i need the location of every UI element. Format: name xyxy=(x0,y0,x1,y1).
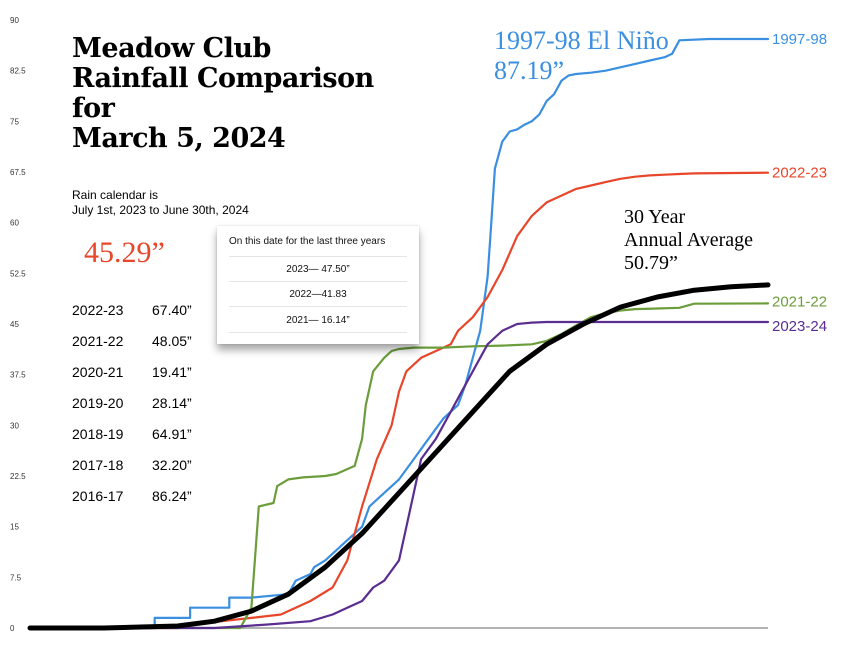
title-line: March 5, 2024 xyxy=(72,123,286,154)
callout-divider xyxy=(229,281,407,282)
y-tick-label: 67.5 xyxy=(10,168,26,177)
season-year: 2022-23 xyxy=(72,302,124,318)
season-year: 2018-19 xyxy=(72,426,124,442)
series-end-label: 2022-23 xyxy=(772,165,827,182)
season-amount: 48.05” xyxy=(152,333,192,349)
season-amount: 86.24” xyxy=(152,488,192,504)
callout-line: 2021— 16.14” xyxy=(286,315,350,326)
series-line xyxy=(28,171,770,630)
callout-heading: On this date for the last three years xyxy=(229,236,386,247)
average-annotation: 30 Year Annual Average 50.79” xyxy=(624,206,753,275)
subtitle-line: July 1st, 2023 to June 30th, 2024 xyxy=(72,203,249,217)
title-line: for xyxy=(72,93,115,124)
season-row: 2022-23 67.40” xyxy=(72,302,212,333)
season-amount: 19.41” xyxy=(152,364,192,380)
season-row: 2019-20 28.14” xyxy=(72,395,212,426)
callout-divider xyxy=(229,256,407,257)
season-year: 2019-20 xyxy=(72,395,124,411)
y-tick-label: 90 xyxy=(10,16,19,25)
callout-line: 2022—41.83 xyxy=(289,289,347,300)
y-axis-ticks: 0 7.5 15 22.5 30 37.5 45 52.5 60 67.5 75 82.5 90 xyxy=(10,16,26,633)
annotation-line: 50.79” xyxy=(624,252,678,274)
season-amount: 67.40” xyxy=(152,302,192,318)
series-end-label: 1997-98 xyxy=(772,31,827,48)
y-tick-label: 60 xyxy=(10,219,19,228)
series-line xyxy=(27,282,771,631)
season-totals-list: 2022-23 67.40” 2021-22 48.05” 2020-21 19.41… xyxy=(72,302,212,519)
y-tick-label: 15 xyxy=(10,523,19,532)
season-year: 2017-18 xyxy=(72,457,124,473)
annotation-line: 1997-98 El Niño xyxy=(494,26,669,55)
season-amount: 32.20” xyxy=(152,457,192,473)
title-line: Meadow Club xyxy=(72,33,271,64)
y-tick-label: 0 xyxy=(10,624,15,633)
chart-subtitle: Rain calendar is July 1st, 2023 to June … xyxy=(72,188,249,218)
season-year: 2020-21 xyxy=(72,364,124,380)
annotation-line: Annual Average xyxy=(624,229,754,251)
annotation-line: 30 Year xyxy=(624,206,686,228)
season-row: 2017-18 32.20” xyxy=(72,457,212,488)
subtitle-line: Rain calendar is xyxy=(72,188,159,202)
y-tick-label: 30 xyxy=(10,421,19,430)
series-end-label: 2023-24 xyxy=(772,318,827,335)
series-lines xyxy=(27,37,771,631)
season-amount: 28.14” xyxy=(152,395,192,411)
y-tick-label: 22.5 xyxy=(10,472,26,481)
callout-divider xyxy=(229,306,407,307)
annotation-line: 87.19” xyxy=(494,56,565,85)
series-labels: 1997-98 2022-23 2021-22 2023-24 xyxy=(772,31,827,335)
season-amount: 64.91” xyxy=(152,426,192,442)
y-tick-label: 82.5 xyxy=(10,67,26,76)
season-year: 2016-17 xyxy=(72,488,124,504)
season-row: 2020-21 19.41” xyxy=(72,364,212,395)
title-line: Rainfall Comparison xyxy=(72,63,374,94)
last-three-years-callout: On this date for the last three years 20… xyxy=(217,226,419,344)
el-nino-annotation: 1997-98 El Niño 87.19” xyxy=(494,26,669,86)
y-tick-label: 37.5 xyxy=(10,371,26,380)
chart-title: Meadow Club Rainfall Comparison for Marc… xyxy=(72,34,412,154)
callout-divider xyxy=(229,332,407,333)
current-season-total: 45.29” xyxy=(84,236,165,269)
series-line xyxy=(28,37,770,630)
callout-line: 2023— 47.50” xyxy=(286,264,350,275)
season-row: 2016-17 86.24” xyxy=(72,488,212,519)
y-tick-label: 45 xyxy=(10,320,19,329)
y-tick-label: 52.5 xyxy=(10,269,26,278)
season-row: 2018-19 64.91” xyxy=(72,426,212,457)
series-end-label: 2021-22 xyxy=(772,293,827,310)
season-year: 2021-22 xyxy=(72,333,124,349)
season-row: 2021-22 48.05” xyxy=(72,333,212,364)
y-tick-label: 75 xyxy=(10,117,19,126)
y-tick-label: 7.5 xyxy=(10,573,22,582)
